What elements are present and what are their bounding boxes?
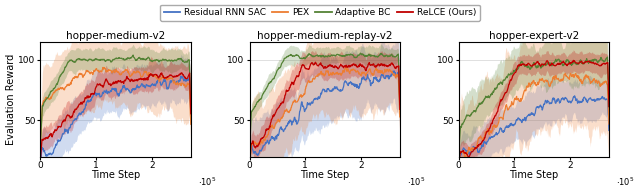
X-axis label: Time Step: Time Step xyxy=(91,171,140,180)
Text: $\cdot10^5$: $\cdot10^5$ xyxy=(198,176,216,188)
Legend: Residual RNN SAC, PEX, Adaptive BC, ReLCE (Ours): Residual RNN SAC, PEX, Adaptive BC, ReLC… xyxy=(160,4,480,21)
Title: hopper-expert-v2: hopper-expert-v2 xyxy=(488,31,579,41)
Title: hopper-medium-replay-v2: hopper-medium-replay-v2 xyxy=(257,31,392,41)
X-axis label: Time Step: Time Step xyxy=(509,171,558,180)
Y-axis label: Evaluation Reward: Evaluation Reward xyxy=(6,54,15,145)
Title: hopper-medium-v2: hopper-medium-v2 xyxy=(66,31,165,41)
X-axis label: Time Step: Time Step xyxy=(300,171,349,180)
Text: $\cdot10^5$: $\cdot10^5$ xyxy=(616,176,634,188)
Text: $\cdot10^5$: $\cdot10^5$ xyxy=(407,176,426,188)
